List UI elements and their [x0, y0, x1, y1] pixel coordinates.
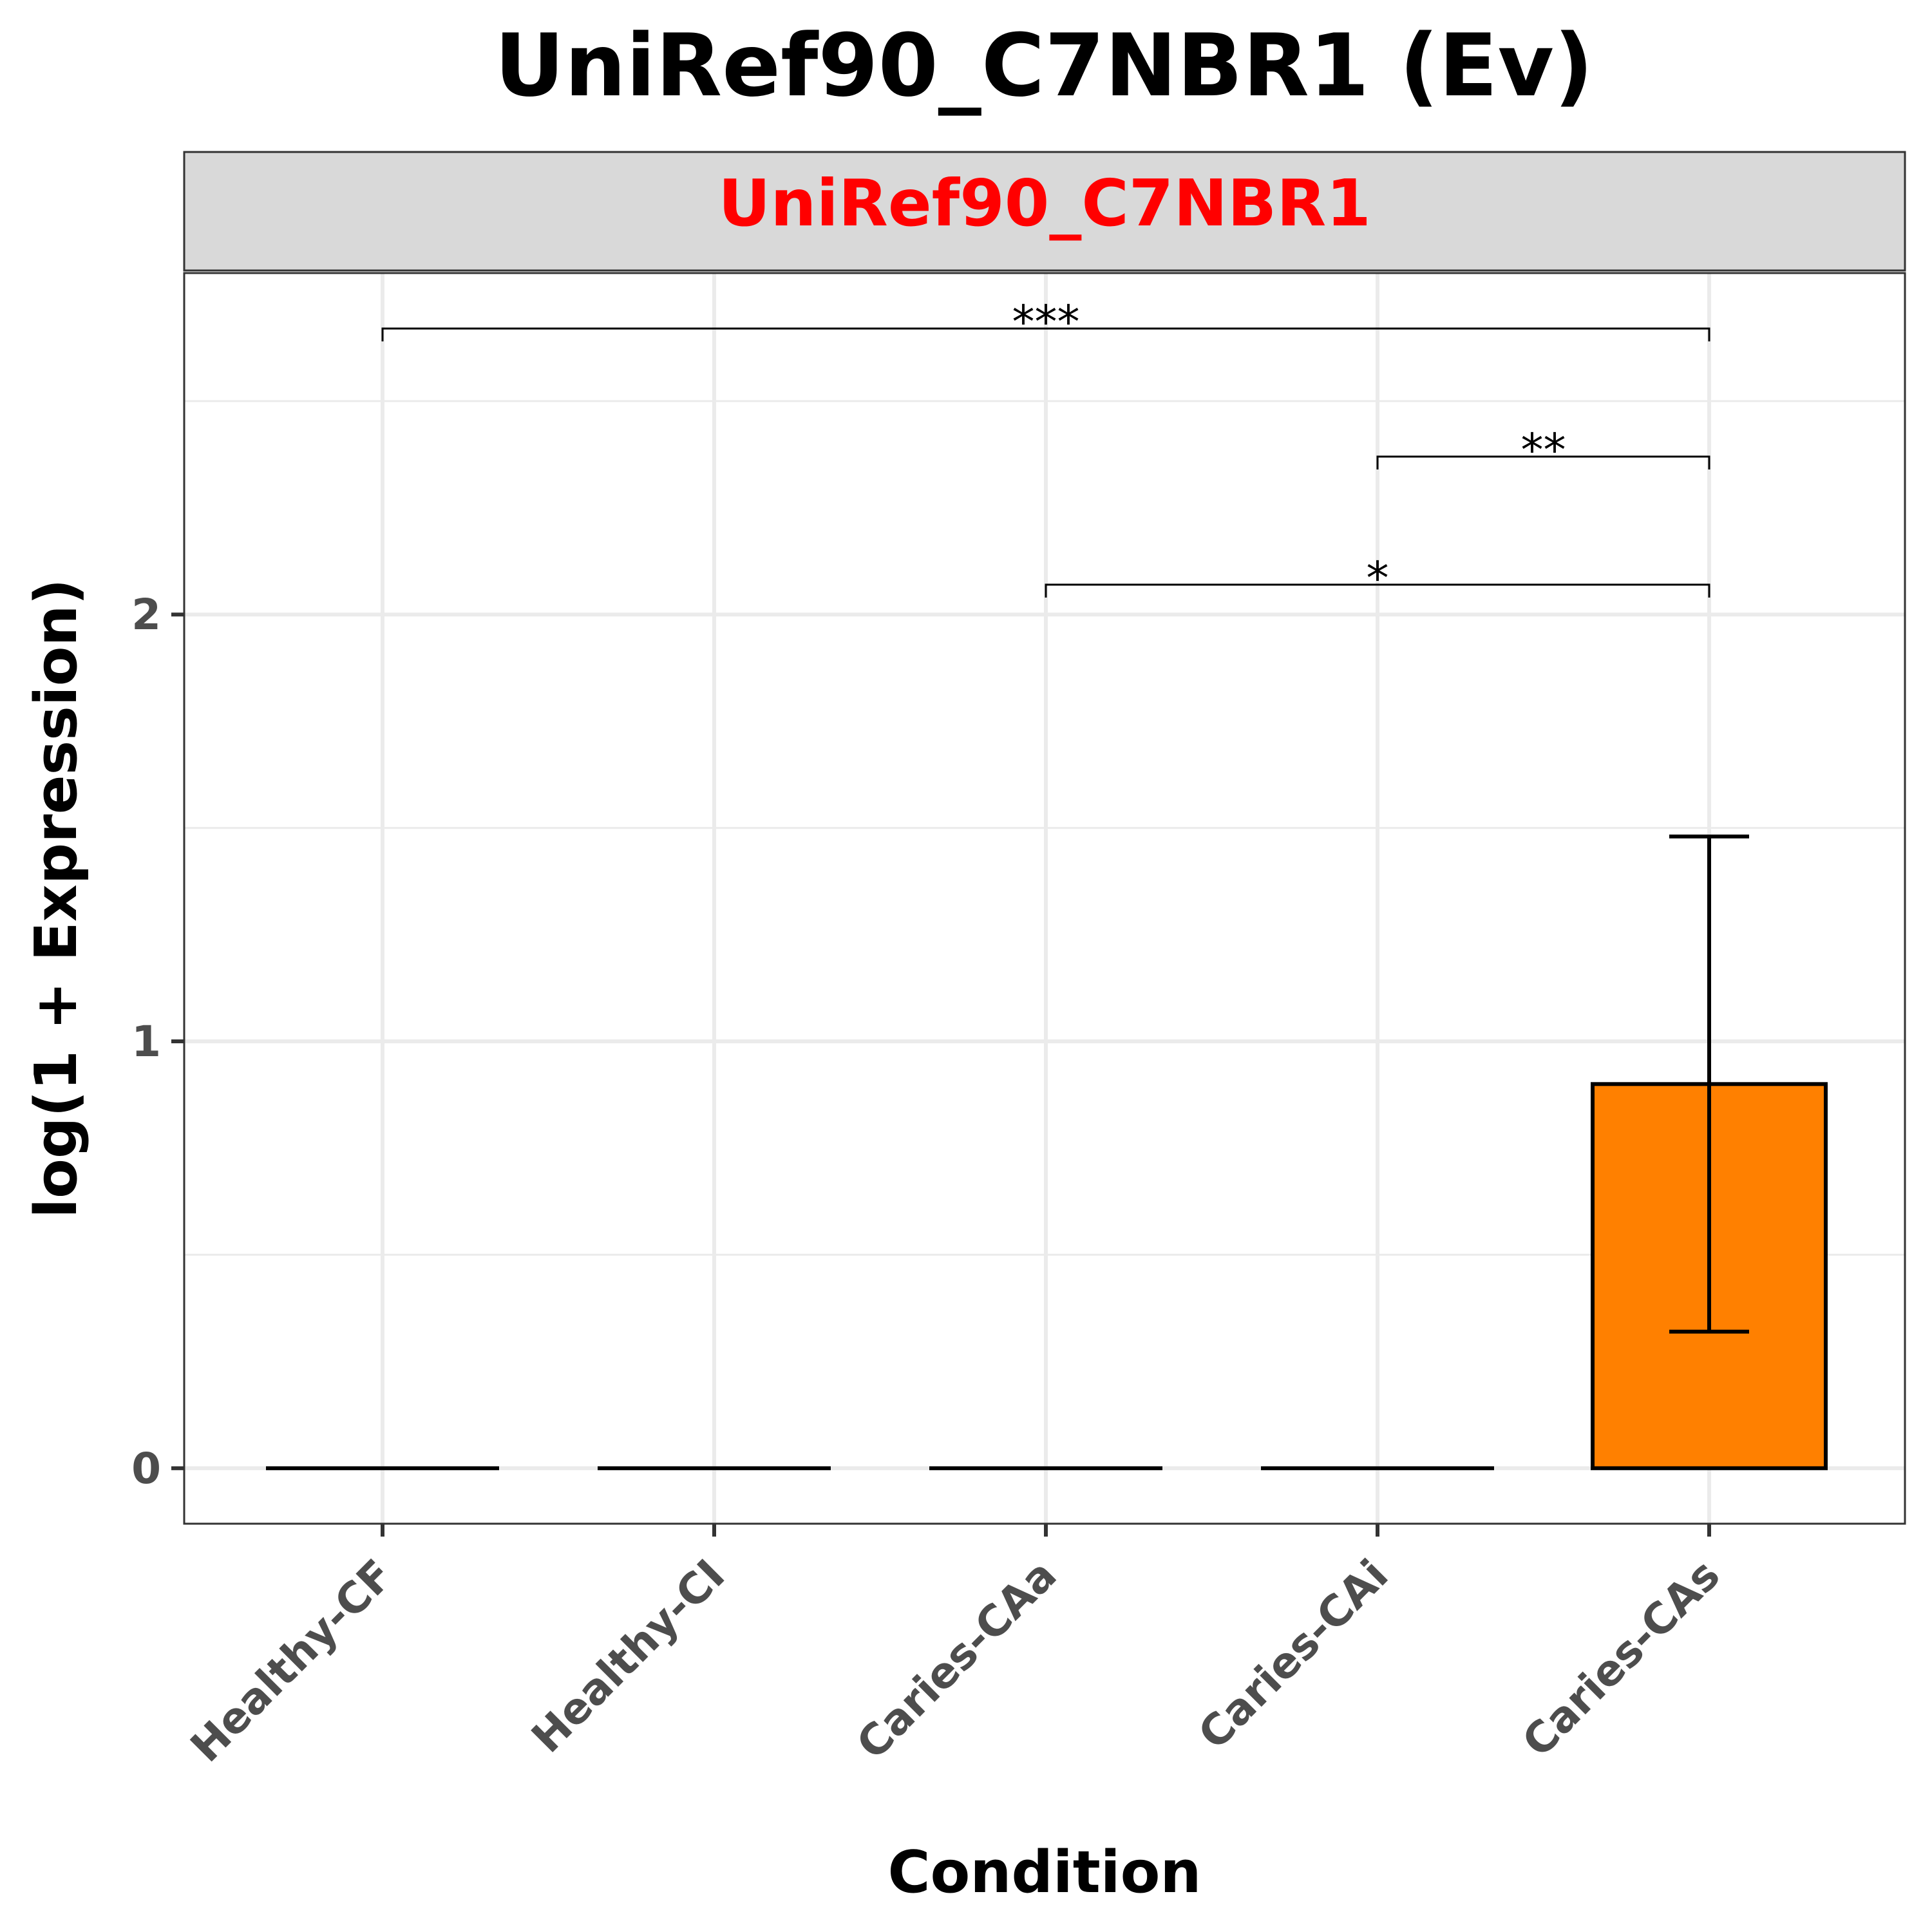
facet-strip: [183, 151, 1906, 272]
significance-bracket: [381, 327, 1710, 342]
significance-label: ***: [1012, 296, 1080, 348]
y-tick-label: 1: [131, 1017, 161, 1066]
significance-brackets: ******: [381, 296, 1710, 605]
significance-bracket: [1376, 455, 1710, 470]
error-bars: [1669, 834, 1749, 1334]
y-axis: 0 1 2: [131, 590, 184, 1493]
x-axis-title: Condition: [887, 1839, 1201, 1906]
y-axis-title: log(1 + Expression): [23, 578, 90, 1218]
y-tick-label: 2: [131, 590, 161, 639]
significance-label: *: [1367, 552, 1389, 605]
x-tick-label: Caries-CAs: [1513, 1550, 1729, 1766]
y-tick-label: 0: [131, 1444, 161, 1493]
significance-bracket: [1045, 583, 1710, 598]
chart-title: UniRef90_C7NBR1 (Ev): [495, 15, 1593, 116]
x-tick-label: Healthy-CI: [522, 1550, 735, 1763]
x-axis: Healthy-CF Healthy-CI Caries-CAa Caries-CAi…: [181, 1524, 1729, 1772]
significance-label: **: [1521, 424, 1566, 477]
facet-strip-label: UniRef90_C7NBR1: [718, 166, 1371, 241]
x-tick-label: Healthy-CF: [181, 1550, 402, 1772]
x-tick-label: Caries-CAi: [1189, 1550, 1397, 1759]
x-tick-label: Caries-CAa: [847, 1550, 1066, 1769]
